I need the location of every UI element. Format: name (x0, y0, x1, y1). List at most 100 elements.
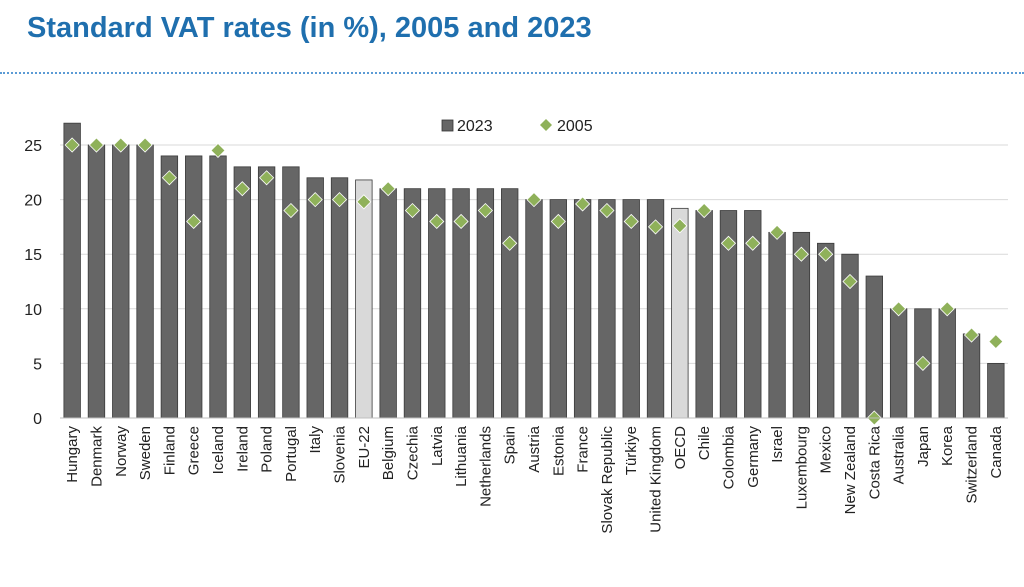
bar-2023-austria (525, 199, 543, 419)
marker-2005-japan (915, 355, 931, 371)
legend-label-2023: 2023 (457, 118, 493, 135)
y-tick-label-5: 5 (33, 356, 42, 373)
chart-title: Standard VAT rates (in %), 2005 and 2023 (27, 12, 592, 44)
marker-2005-colombia (720, 235, 737, 251)
bar-2023-t-rkiye (622, 199, 640, 419)
legend-marker-2005 (540, 119, 552, 131)
bar-2023-eu-22 (355, 179, 373, 419)
marker-2005-mexico (818, 246, 834, 262)
x-label-slovenia: Slovenia (332, 425, 349, 483)
x-label-portugal: Portugal (283, 426, 300, 482)
marker-2005-slovenia (331, 192, 348, 208)
title-divider (0, 72, 1024, 74)
marker-2005-denmark (88, 137, 105, 153)
marker-2005-ireland (234, 181, 250, 197)
x-label-greece: Greece (186, 426, 203, 475)
marker-2005-spain (502, 235, 518, 251)
bar-2023-france (573, 199, 592, 419)
y-tick-label-0: 0 (33, 411, 42, 428)
bar-2023-israel (768, 231, 786, 419)
marker-2005-norway (113, 137, 129, 153)
x-label-new-zealand: New Zealand (842, 426, 859, 514)
bar-2023-costa-rica (865, 275, 883, 419)
bar-2023-slovak-republic (598, 199, 616, 419)
marker-2005-luxembourg (793, 246, 809, 262)
marker-2005-t-rkiye (623, 213, 639, 230)
bar-2023-australia (889, 308, 908, 419)
x-label-korea: Korea (939, 425, 956, 466)
y-tick-label-25: 25 (24, 138, 42, 155)
marker-2005-korea (939, 301, 955, 317)
x-label-hungary: Hungary (64, 426, 81, 483)
bar-2023-netherlands (476, 188, 495, 419)
x-label-australia: Australia (891, 425, 908, 484)
x-label-belgium: Belgium (380, 426, 397, 480)
marker-2005-poland (259, 170, 275, 186)
marker-2005-chile (696, 202, 712, 219)
x-label-austria: Austria (526, 425, 543, 472)
marker-2005-new-zealand (842, 273, 858, 290)
marker-2005-greece (186, 213, 202, 230)
x-label-netherlands: Netherlands (477, 426, 494, 507)
legend-swatch-2023 (441, 119, 454, 132)
bar-2023-finland (160, 155, 179, 419)
x-label-oecd: OECD (672, 426, 689, 470)
marker-2005-australia (891, 301, 907, 317)
marker-2005-hungary (64, 137, 80, 153)
x-label-denmark: Denmark (88, 426, 105, 487)
x-label-latvia: Latvia (429, 425, 446, 466)
x-label-ireland: Ireland (234, 426, 251, 472)
bar-2023-estonia (549, 199, 567, 419)
x-label-t-rkiye: Türkiye (623, 426, 640, 475)
marker-2005-france (575, 196, 591, 212)
bar-2023-iceland (209, 155, 227, 419)
x-label-eu-22: EU-22 (356, 426, 373, 469)
x-label-colombia: Colombia (720, 425, 737, 489)
bar-2023-czechia (403, 188, 422, 419)
marker-2005-sweden (137, 137, 153, 153)
marker-2005-italy (307, 192, 323, 208)
marker-2005-finland (161, 170, 177, 186)
bar-2023-spain (501, 188, 519, 419)
marker-2005-austria (526, 192, 542, 208)
x-label-sweden: Sweden (137, 426, 154, 480)
marker-2005-slovak-republic (599, 202, 615, 219)
x-label-switzerland: Switzerland (964, 426, 981, 504)
bar-2023-mexico (817, 242, 835, 419)
legend-label-2005: 2005 (557, 118, 593, 135)
bar-2023-hungary (63, 122, 81, 419)
bar-2023-denmark (87, 144, 106, 419)
marker-2005-iceland (210, 142, 226, 159)
x-label-united-kingdom: United Kingdom (648, 426, 665, 533)
markers-2005 (64, 137, 1004, 426)
bar-2023-italy (306, 177, 324, 419)
y-axis-ticks: 0 5 10 15 20 25 (24, 138, 42, 428)
bar-2023-poland (257, 166, 276, 419)
x-label-lithuania: Lithuania (453, 425, 470, 487)
marker-2005-netherlands (477, 202, 493, 219)
marker-2005-latvia (429, 213, 445, 230)
bar-2023-greece (185, 155, 203, 419)
bar-2023-korea (938, 308, 956, 419)
marker-2005-israel (769, 224, 785, 240)
x-label-slovak-republic: Slovak Republic (599, 426, 616, 534)
marker-2005-oecd (672, 218, 688, 234)
marker-2005-portugal (283, 202, 299, 219)
x-label-estonia: Estonia (550, 425, 567, 476)
y-tick-label-10: 10 (24, 302, 42, 319)
bar-2023-switzerland (962, 333, 981, 419)
x-label-canada: Canada (988, 425, 1005, 478)
x-label-costa-rica: Costa Rica (866, 425, 883, 499)
x-label-poland: Poland (259, 426, 276, 473)
x-label-japan: Japan (915, 426, 932, 467)
y-tick-label-20: 20 (24, 193, 42, 210)
marker-2005-lithuania (453, 213, 469, 230)
legend: 2023 2005 (441, 118, 593, 135)
x-label-italy: Italy (307, 426, 324, 454)
marker-2005-switzerland (963, 327, 980, 343)
bar-2023-sweden (136, 144, 154, 419)
bar-2023-chile (695, 210, 713, 419)
marker-2005-germany (745, 235, 761, 251)
bar-2023-canada (987, 362, 1005, 419)
